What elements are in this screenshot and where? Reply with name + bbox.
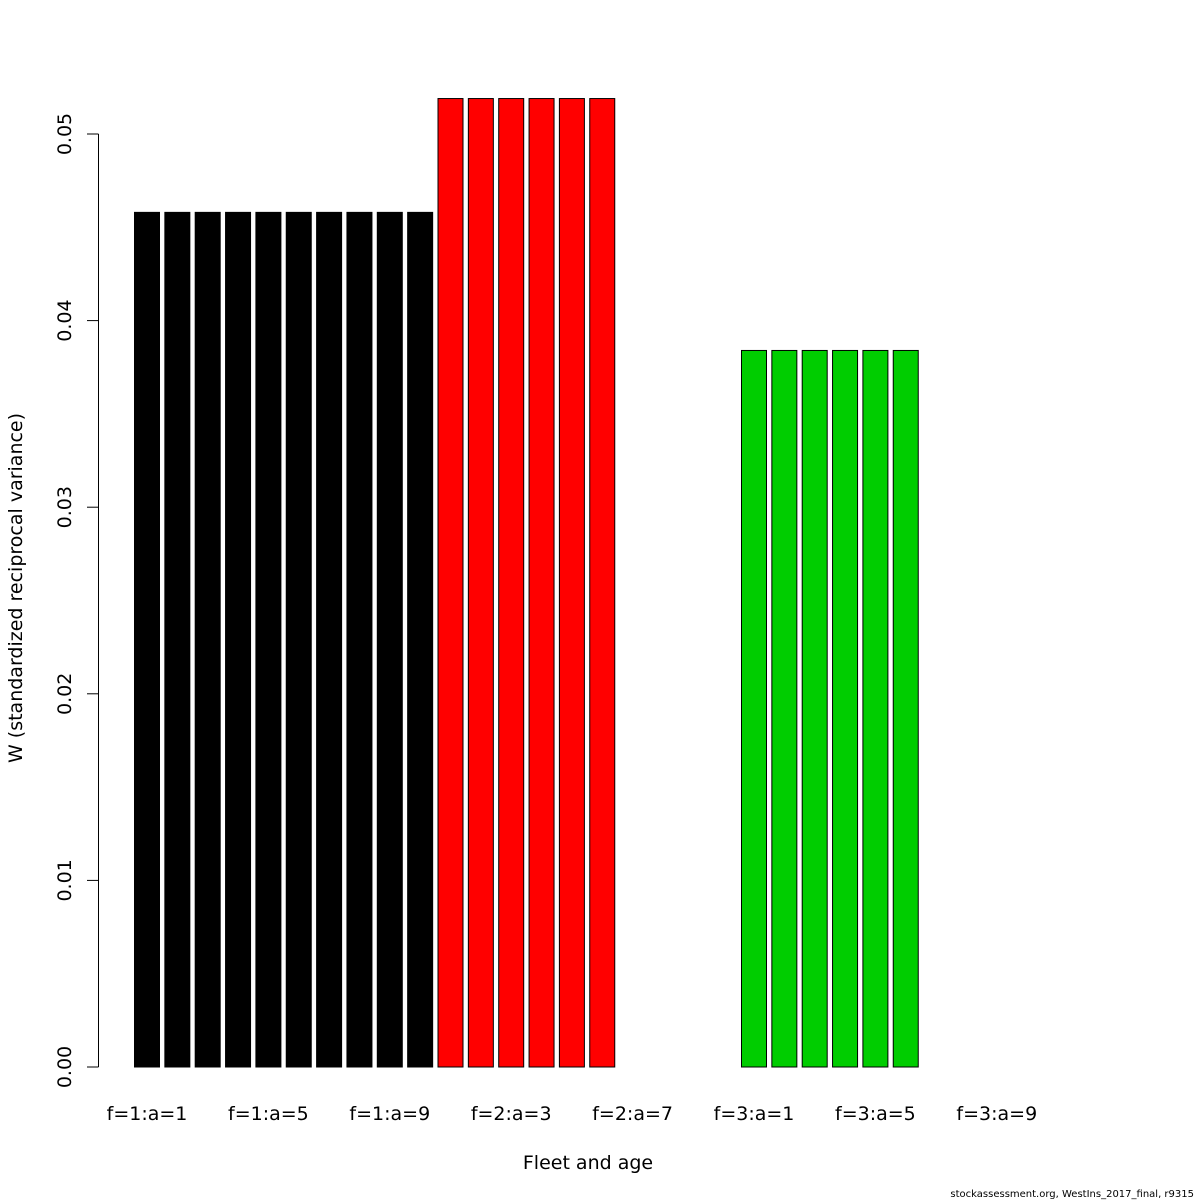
bar-f=1:a=10 xyxy=(407,211,434,1068)
y-axis: 0.00 0.01 0.02 0.03 0.04 0.05 xyxy=(54,113,99,1088)
x-tick-label: f=1:a=9 xyxy=(349,1103,430,1125)
x-tick-label: f=1:a=1 xyxy=(107,1103,188,1125)
bar-f=1:a=3 xyxy=(194,211,221,1068)
x-tick-label: f=1:a=5 xyxy=(228,1103,309,1125)
bars xyxy=(134,98,919,1068)
y-tick-label: 0.03 xyxy=(54,486,76,528)
x-tick-label: f=3:a=5 xyxy=(835,1103,916,1125)
x-tick-labels: f=1:a=1 f=1:a=5 f=1:a=9 f=2:a=3 f=2:a=7 f=3:a… xyxy=(107,1103,1038,1125)
x-tick-label: f=3:a=9 xyxy=(956,1103,1037,1125)
bar-f=2:a=4 xyxy=(528,98,555,1068)
y-tick-label: 0.01 xyxy=(54,859,76,901)
bar-f=1:a=6 xyxy=(285,211,312,1068)
bar-f=3:a=3 xyxy=(801,349,828,1068)
bar-f=2:a=6 xyxy=(589,98,616,1068)
bar-f=2:a=2 xyxy=(467,98,494,1068)
x-tick-label: f=3:a=1 xyxy=(714,1103,795,1125)
bar-f=1:a=5 xyxy=(255,211,282,1068)
bar-f=1:a=7 xyxy=(316,211,343,1068)
x-tick-label: f=2:a=7 xyxy=(592,1103,673,1125)
y-tick-label: 0.00 xyxy=(54,1046,76,1088)
bar-f=1:a=8 xyxy=(346,211,373,1068)
bar-f=2:a=3 xyxy=(498,98,525,1068)
footer-text: stockassessment.org, WestIns_2017_final,… xyxy=(950,1189,1194,1200)
bar-f=1:a=2 xyxy=(164,211,191,1068)
bar-f=3:a=6 xyxy=(892,349,919,1068)
x-axis-label: Fleet and age xyxy=(523,1152,653,1174)
y-tick-label: 0.05 xyxy=(54,113,76,155)
x-tick-label: f=2:a=3 xyxy=(471,1103,552,1125)
y-axis-label: W (standardized reciprocal variance) xyxy=(5,413,27,763)
bar-f=2:a=1 xyxy=(437,98,464,1068)
bar-f=1:a=4 xyxy=(225,211,252,1068)
bar-f=3:a=2 xyxy=(771,349,798,1068)
bar-f=3:a=4 xyxy=(832,349,859,1068)
bar-f=2:a=5 xyxy=(558,98,585,1068)
bar-f=1:a=1 xyxy=(134,211,160,1068)
bar-f=3:a=1 xyxy=(741,349,767,1068)
y-tick-label: 0.02 xyxy=(54,673,76,715)
bar-f=3:a=5 xyxy=(862,349,889,1068)
bar-f=1:a=9 xyxy=(376,211,403,1068)
y-tick-label: 0.04 xyxy=(54,299,76,341)
